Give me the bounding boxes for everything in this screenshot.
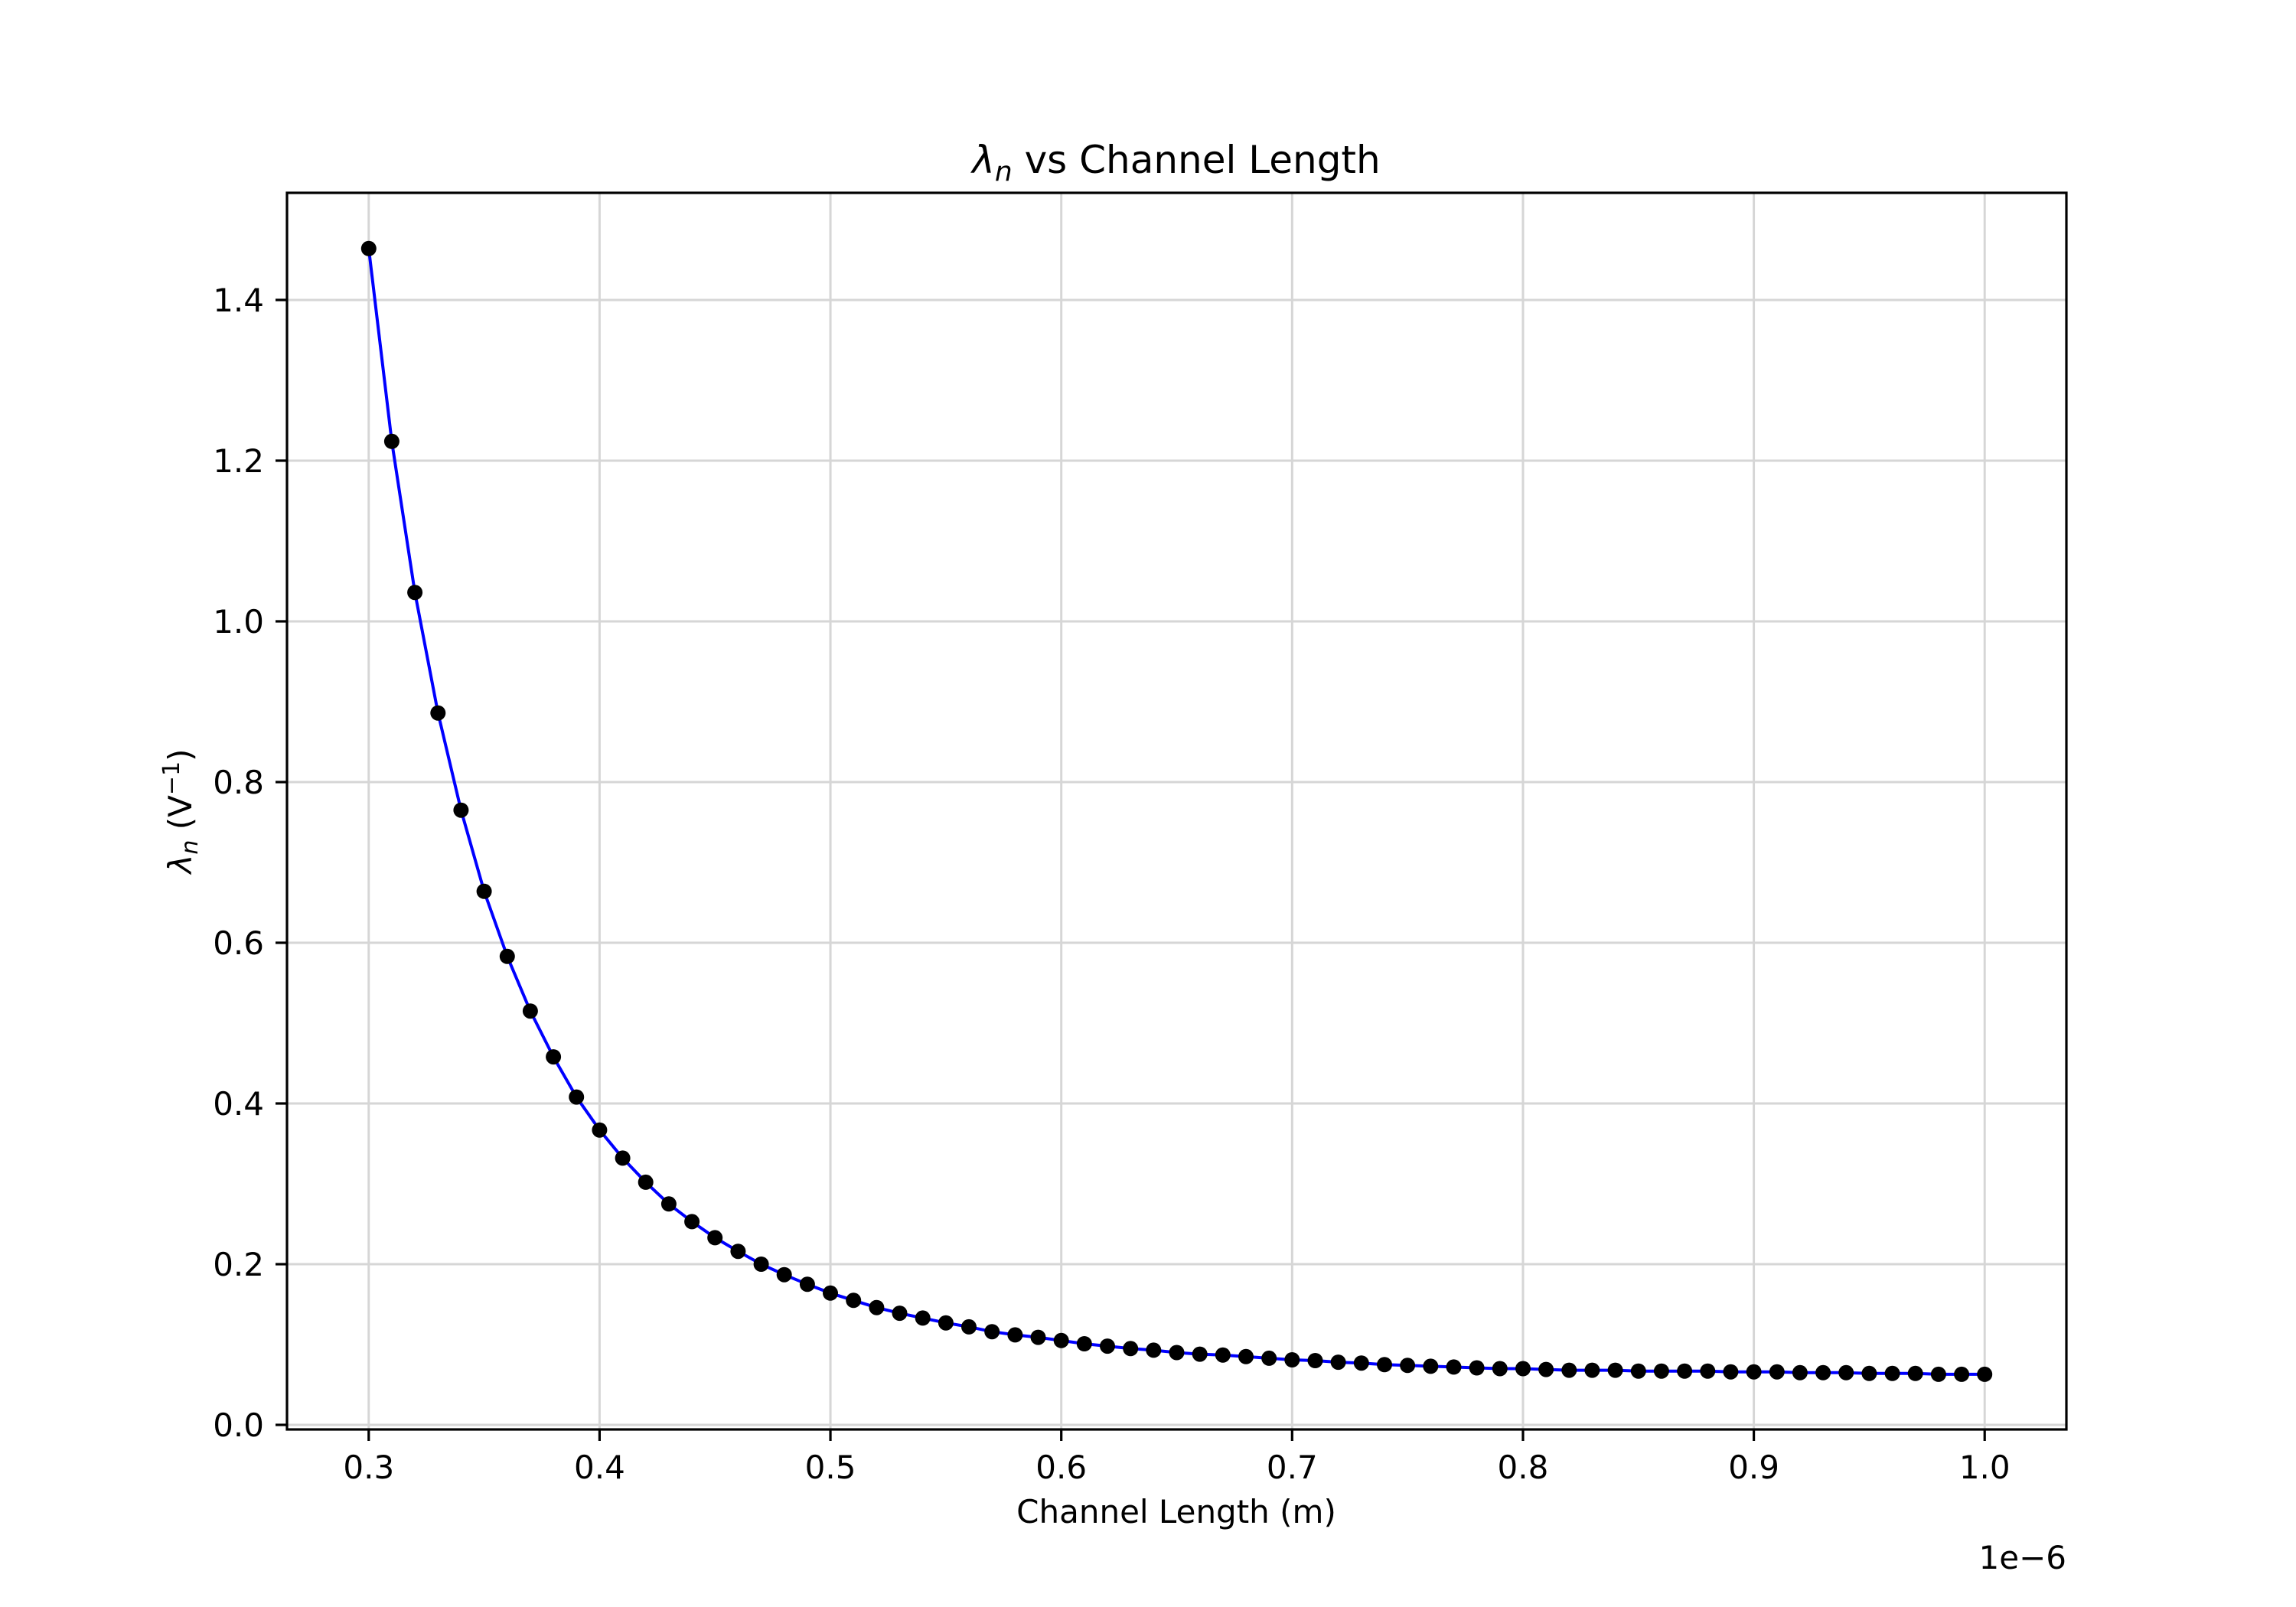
- data-point-marker: [1169, 1345, 1185, 1361]
- x-tick-label: 0.8: [1498, 1449, 1549, 1486]
- data-point-marker: [915, 1310, 931, 1326]
- data-point-marker: [1630, 1363, 1646, 1379]
- x-tick-label: 0.3: [343, 1449, 394, 1486]
- data-point-marker: [1861, 1365, 1877, 1381]
- data-point-marker: [1400, 1358, 1416, 1374]
- x-tick-label: 1.0: [1959, 1449, 2011, 1486]
- data-point-marker: [1653, 1363, 1669, 1379]
- data-point-marker: [753, 1257, 769, 1272]
- y-tick-label: 1.2: [213, 442, 264, 480]
- data-point-marker: [846, 1292, 862, 1309]
- data-point-marker: [1423, 1358, 1439, 1374]
- axes-frame: [285, 191, 2068, 1431]
- data-point-marker: [476, 883, 492, 899]
- data-point-marker: [638, 1174, 654, 1190]
- data-point-marker: [1769, 1364, 1785, 1380]
- data-point-marker: [1330, 1354, 1346, 1371]
- data-point-marker: [1100, 1338, 1115, 1354]
- y-tick-label: 1.0: [213, 603, 264, 641]
- y-tick-label: 0.6: [213, 924, 264, 962]
- data-point-marker: [1215, 1347, 1231, 1363]
- data-point-marker: [1884, 1365, 1900, 1381]
- data-point-marker: [499, 948, 515, 964]
- data-point-marker: [1146, 1342, 1162, 1358]
- data-point-marker: [1446, 1359, 1462, 1375]
- data-point-marker: [407, 585, 423, 601]
- gridlines: [287, 193, 2066, 1429]
- data-point-marker: [776, 1266, 792, 1283]
- data-point-marker: [1353, 1355, 1369, 1371]
- data-point-marker: [1838, 1364, 1854, 1380]
- data-point-marker: [730, 1244, 746, 1260]
- y-axis-ticks: 0.0 0.2 0.4 0.6 0.8 1.0 1.2 1.4: [213, 282, 287, 1444]
- y-axis-label: λn (V−1): [158, 749, 204, 875]
- data-point-marker: [1584, 1362, 1600, 1378]
- data-point-marker: [569, 1089, 585, 1105]
- data-point-marker: [1723, 1364, 1739, 1380]
- x-tick-label: 0.4: [574, 1449, 625, 1486]
- data-point-marker: [1030, 1329, 1046, 1345]
- x-tick-label: 0.9: [1728, 1449, 1779, 1486]
- data-point-marker: [1815, 1364, 1831, 1380]
- data-point-marker: [522, 1003, 538, 1019]
- data-point-marker: [430, 705, 446, 721]
- data-point-marker: [1907, 1365, 1923, 1381]
- data-point-marker: [1469, 1360, 1485, 1376]
- y-tick-label: 0.0: [213, 1407, 264, 1444]
- data-point-marker: [984, 1324, 1000, 1340]
- data-point-marker: [1977, 1366, 1993, 1382]
- data-point-marker: [1007, 1327, 1023, 1343]
- data-point-marker: [938, 1315, 954, 1331]
- x-tick-label: 0.7: [1267, 1449, 1318, 1486]
- data-point-marker: [1954, 1366, 1970, 1382]
- data-point-marker: [1607, 1362, 1623, 1378]
- data-point-marker: [1538, 1361, 1554, 1377]
- data-point-marker: [1307, 1353, 1323, 1368]
- y-tick-label: 0.4: [213, 1085, 264, 1123]
- data-point-marker: [823, 1285, 838, 1301]
- data-point-marker: [383, 433, 400, 449]
- data-point-marker: [799, 1276, 815, 1292]
- y-tick-label: 0.2: [213, 1246, 264, 1283]
- data-point-marker: [1284, 1352, 1300, 1367]
- data-point-marker: [592, 1122, 608, 1138]
- data-point-marker: [961, 1319, 977, 1335]
- data-point-marker: [1746, 1364, 1762, 1380]
- data-point-marker: [453, 802, 469, 818]
- data-point-marker: [546, 1049, 562, 1065]
- data-point-marker: [684, 1214, 700, 1230]
- data-point-marker: [1377, 1357, 1392, 1373]
- x-offset-text: 1e−6: [1979, 1539, 2066, 1576]
- data-point-marker: [1053, 1332, 1069, 1348]
- data-point-marker: [1492, 1361, 1508, 1377]
- data-point-marker: [1261, 1350, 1277, 1366]
- data-markers: [360, 240, 1993, 1382]
- x-axis-label: Channel Length (m): [1016, 1493, 1336, 1530]
- data-point-marker: [892, 1305, 908, 1322]
- y-tick-label: 0.8: [213, 764, 264, 801]
- y-tick-label: 1.4: [213, 282, 264, 319]
- x-tick-label: 0.6: [1035, 1449, 1087, 1486]
- data-point-marker: [615, 1150, 631, 1166]
- x-tick-label: 0.5: [805, 1449, 856, 1486]
- data-point-marker: [1930, 1366, 1946, 1382]
- data-point-marker: [1677, 1363, 1693, 1379]
- data-point-marker: [1238, 1348, 1254, 1364]
- data-point-marker: [660, 1196, 677, 1212]
- data-point-marker: [1561, 1362, 1577, 1378]
- data-point-marker: [1792, 1364, 1808, 1380]
- chart-title: λn vs Channel Length: [970, 138, 1380, 187]
- data-point-marker: [360, 240, 377, 256]
- data-point-marker: [869, 1299, 885, 1315]
- data-point-marker: [1123, 1341, 1139, 1357]
- data-point-marker: [1076, 1336, 1092, 1351]
- data-point-marker: [1515, 1361, 1531, 1377]
- x-axis-ticks: 0.3 0.4 0.5 0.6 0.7 0.8 0.9 1.0: [343, 1429, 2011, 1486]
- data-point-marker: [1700, 1363, 1716, 1379]
- plot-area: 0.3 0.4 0.5 0.6 0.7 0.8 0.9 1.0 0.0 0.2 0.4 0.6 0.8…: [213, 191, 2068, 1486]
- data-point-marker: [1192, 1346, 1208, 1362]
- data-point-marker: [707, 1230, 723, 1246]
